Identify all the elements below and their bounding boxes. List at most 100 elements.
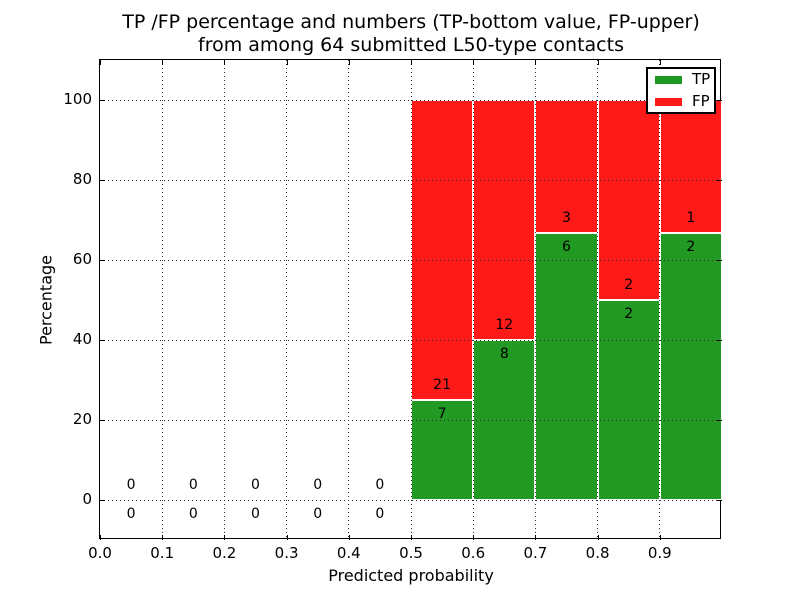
- bar-count-label-fp: 0: [188, 477, 198, 493]
- plot-canvas: 0 0 0 0 0 0 0 0 0 0 21 7 12 8 3 6 2 2 1 2: [100, 60, 722, 540]
- x-tick-mark-top: [224, 60, 226, 65]
- x-tick-label: 0.7: [523, 544, 548, 562]
- bar-segment-tp: [659, 233, 722, 500]
- legend: TP FP: [646, 67, 716, 114]
- bar-segment-fp: [473, 100, 536, 340]
- legend-swatch-tp: [655, 75, 682, 84]
- bar-count-label-fp: 0: [375, 477, 385, 493]
- y-tick-mark-left: [100, 340, 105, 341]
- x-tick-label: 0.5: [399, 544, 423, 562]
- bar-segment-fp: [535, 100, 598, 234]
- x-tick-mark-top: [597, 60, 599, 65]
- x-tick-mark-bottom: [224, 535, 226, 540]
- y-tick-label: 80: [72, 170, 92, 188]
- x-axis-label: Predicted probability: [328, 566, 494, 585]
- x-tick-label: 0.9: [647, 544, 672, 562]
- bar-segment-tp: [411, 400, 474, 500]
- bar-segment-fp: [659, 100, 722, 234]
- x-tick-label: 0.8: [585, 544, 610, 562]
- gridline-vertical: [597, 60, 599, 540]
- y-tick-mark-right: [717, 180, 722, 181]
- x-tick-mark-bottom: [286, 535, 288, 540]
- bar-count-label-tp: 0: [188, 506, 198, 522]
- y-tick-label: 0: [82, 490, 92, 508]
- bar-count-label-tp: 7: [437, 406, 447, 422]
- bar-count-label-fp: 12: [495, 317, 514, 333]
- y-tick-label: 20: [72, 410, 92, 428]
- chart-title-line2: from among 64 submitted L50-type contact…: [198, 34, 624, 56]
- y-tick-mark-left: [100, 260, 105, 261]
- gridline-vertical: [534, 60, 536, 540]
- x-tick-mark-bottom: [100, 535, 101, 540]
- x-tick-label: 0.4: [336, 544, 361, 562]
- legend-label-fp: FP: [692, 92, 710, 110]
- bar-count-label-fp: 1: [686, 210, 696, 227]
- bar-count-label-tp: 0: [126, 506, 136, 522]
- gridline-vertical: [410, 60, 412, 540]
- y-tick-mark-right: [717, 260, 722, 261]
- y-tick-mark-left: [100, 420, 105, 421]
- legend-row-tp: TP: [655, 70, 711, 88]
- y-tick-mark-left: [100, 180, 105, 181]
- y-tick-label: 60: [72, 250, 92, 268]
- y-tick-mark-left: [100, 100, 105, 101]
- bar-count-label-fp: 0: [126, 477, 136, 493]
- x-tick-mark-bottom: [162, 535, 164, 540]
- y-tick-mark-right: [717, 340, 722, 341]
- legend-swatch-fp: [655, 97, 682, 106]
- bar-segment-tp: [597, 300, 660, 500]
- x-tick-mark-top: [411, 60, 412, 65]
- gridline-vertical: [223, 60, 225, 540]
- chart-title: TP /FP percentage and numbers (TP-bottom…: [100, 11, 722, 57]
- bar-count-label-fp: 3: [562, 210, 571, 227]
- bar-count-label-fp: 21: [433, 377, 452, 393]
- x-tick-mark-bottom: [348, 535, 350, 540]
- x-tick-mark-top: [659, 60, 661, 65]
- gridline-vertical: [659, 60, 661, 540]
- bar-segment-fp: [597, 100, 660, 300]
- bar-segment-fp: [411, 100, 474, 400]
- bar-count-label-fp: 0: [251, 477, 260, 493]
- y-tick-mark-left: [100, 500, 105, 501]
- x-tick-mark-bottom: [473, 535, 475, 540]
- x-tick-mark-top: [535, 60, 537, 65]
- legend-label-tp: TP: [692, 70, 711, 88]
- gridline-vertical: [161, 60, 163, 540]
- bar-segment-tp: [535, 233, 598, 500]
- bar-count-label-fp: 2: [624, 277, 634, 293]
- x-tick-label: 0.0: [88, 544, 112, 562]
- x-tick-mark-top: [348, 60, 350, 65]
- x-tick-label: 0.3: [274, 544, 299, 562]
- y-tick-label: 40: [72, 330, 92, 348]
- x-tick-mark-top: [162, 60, 164, 65]
- gridline-vertical: [348, 60, 350, 540]
- chart-title-line1: TP /FP percentage and numbers (TP-bottom…: [122, 11, 700, 33]
- bar-count-label-tp: 6: [562, 239, 571, 256]
- plot-area: 0 0 0 0 0 0 0 0 0 0 21 7 12 8 3 6 2 2 1 2 TP FP: [99, 59, 722, 540]
- bar-count-label-tp: 2: [624, 306, 634, 322]
- legend-row-fp: FP: [655, 92, 710, 110]
- y-tick-mark-right: [717, 500, 722, 501]
- bar-count-label-fp: 0: [313, 477, 323, 493]
- x-tick-mark-bottom: [411, 535, 412, 540]
- x-tick-mark-bottom: [597, 535, 599, 540]
- y-tick-label: 100: [63, 90, 92, 108]
- bar-count-label-tp: 8: [499, 346, 509, 362]
- x-tick-label: 0.1: [150, 544, 175, 562]
- y-tick-mark-right: [717, 420, 722, 421]
- x-tick-label: 0.6: [461, 544, 486, 562]
- x-tick-mark-top: [473, 60, 475, 65]
- x-tick-mark-bottom: [659, 535, 661, 540]
- bar-count-label-tp: 0: [251, 506, 260, 522]
- x-tick-mark-top: [100, 60, 101, 65]
- x-tick-label: 0.2: [212, 544, 237, 562]
- gridline-vertical: [286, 60, 288, 540]
- bar-count-label-tp: 0: [375, 506, 385, 522]
- y-tick-mark-right: [717, 100, 722, 101]
- bar-count-label-tp: 2: [686, 239, 696, 256]
- bar-count-label-tp: 0: [313, 506, 323, 522]
- x-tick-mark-bottom: [535, 535, 537, 540]
- x-tick-mark-top: [286, 60, 288, 65]
- gridline-vertical: [472, 60, 474, 540]
